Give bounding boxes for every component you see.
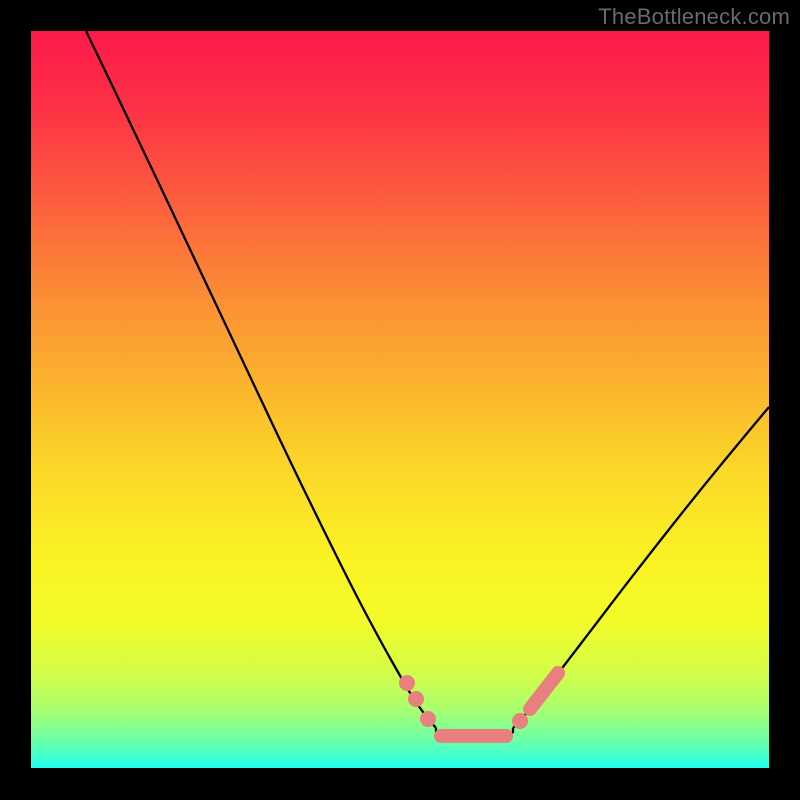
watermark-text: TheBottleneck.com [598,4,790,30]
chart-svg [0,0,800,800]
band-dot [399,675,415,691]
band-dot [512,713,528,729]
band-dot [420,711,436,727]
band-dot [408,691,424,707]
chart-stage: TheBottleneck.com [0,0,800,800]
plot-background [31,31,769,768]
